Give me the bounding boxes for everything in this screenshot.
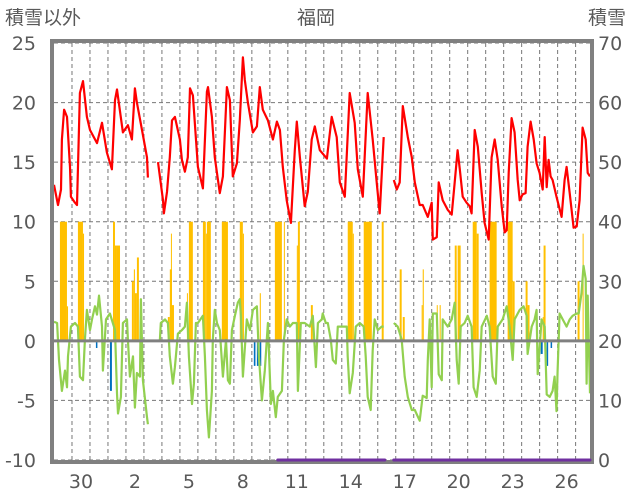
orange-bar <box>206 221 211 341</box>
orange-bar <box>259 293 261 341</box>
blue-bar <box>95 340 98 349</box>
right-tick-label: 70 <box>598 33 622 55</box>
orange-bar <box>112 221 115 341</box>
red-series-line <box>52 79 149 207</box>
orange-bar <box>543 245 546 341</box>
orange-bar <box>239 221 243 341</box>
orange-bar <box>283 221 285 341</box>
blue-bar <box>253 340 256 366</box>
series-lines <box>52 56 592 439</box>
orange-bar <box>489 221 497 341</box>
blue-bar <box>109 340 112 391</box>
orange-bar <box>136 257 139 341</box>
orange-bar <box>188 221 193 341</box>
orange-bar <box>171 305 174 341</box>
orange-bar <box>582 233 584 341</box>
orange-bar <box>133 269 135 341</box>
right-tick-label: 30 <box>598 271 622 293</box>
green-series-line <box>53 294 149 425</box>
orange-bar <box>131 281 134 341</box>
orange-bar <box>134 293 137 341</box>
orange-bar <box>512 281 515 341</box>
orange-bar <box>525 281 528 341</box>
x-tick-label: 8 <box>237 471 249 493</box>
orange-bar <box>399 269 402 341</box>
orange-bar <box>116 245 121 341</box>
blue-bar <box>259 340 262 366</box>
left-tick-label: 20 <box>12 93 36 115</box>
orange-bar <box>472 221 477 341</box>
x-tick-label: 30 <box>69 471 93 493</box>
plot-border <box>50 39 594 464</box>
right-tick-label: 50 <box>598 152 622 174</box>
orange-bar <box>507 221 513 341</box>
orange-bar <box>202 221 206 341</box>
x-tick-label: 2 <box>129 471 141 493</box>
red-series-line <box>156 56 385 224</box>
orange-bar <box>82 233 85 341</box>
right-tick-label: 20 <box>598 331 622 353</box>
x-tick-label: 23 <box>501 471 525 493</box>
right-tick-label: 60 <box>598 93 622 115</box>
orange-bar <box>527 305 530 341</box>
blue-bar <box>550 340 553 349</box>
blue-bar <box>546 340 549 366</box>
chart-title: 福岡 <box>297 7 335 29</box>
orange-bar <box>422 269 424 341</box>
orange-bar <box>402 317 405 341</box>
orange-bar <box>205 233 207 341</box>
orange-bar <box>542 317 544 341</box>
orange-bar <box>59 221 67 341</box>
orange-bar <box>242 233 244 341</box>
blue-bar <box>256 340 259 366</box>
orange-bar <box>347 221 353 341</box>
orange-bar <box>363 221 372 341</box>
blue-bar <box>540 340 543 354</box>
orange-bar <box>454 245 457 341</box>
x-tick-label: 11 <box>285 471 309 493</box>
orange-bar <box>77 221 83 341</box>
orange-bar <box>476 233 479 341</box>
x-tick-label: 26 <box>555 471 579 493</box>
left-axis-title: 積雪以外 <box>5 7 81 29</box>
orange-bar <box>352 233 354 341</box>
orange-bar <box>381 221 384 341</box>
x-tick-label: 20 <box>447 471 471 493</box>
bars <box>59 221 584 391</box>
right-axis-title: 積雪 <box>588 7 626 29</box>
left-tick-label: 10 <box>12 212 36 234</box>
x-tick-label: 17 <box>393 471 417 493</box>
orange-bar <box>457 245 461 341</box>
orange-bar <box>297 221 300 341</box>
orange-bar <box>296 245 298 341</box>
plot-frame <box>50 39 594 464</box>
right-tick-label: 0 <box>598 450 610 472</box>
right-tick-label: 10 <box>598 390 622 412</box>
green-series-line <box>393 264 592 422</box>
red-series-line <box>392 104 591 241</box>
right-tick-label: 40 <box>598 212 622 234</box>
green-series-line <box>158 298 384 439</box>
left-tick-label: -5 <box>17 390 36 412</box>
orange-bar <box>221 221 228 341</box>
orange-bar <box>421 305 423 341</box>
left-tick-label: 15 <box>12 152 36 174</box>
orange-bar <box>114 245 117 341</box>
orange-bar <box>439 305 441 341</box>
left-tick-label: -10 <box>5 450 36 472</box>
orange-bar <box>170 233 172 341</box>
left-tick-label: 0 <box>24 331 36 353</box>
orange-bar <box>274 221 282 341</box>
left-tick-label: 25 <box>12 33 36 55</box>
left-tick-label: 5 <box>24 271 36 293</box>
orange-bar <box>66 306 69 341</box>
x-tick-label: 5 <box>183 471 195 493</box>
x-tick-label: 14 <box>339 471 363 493</box>
